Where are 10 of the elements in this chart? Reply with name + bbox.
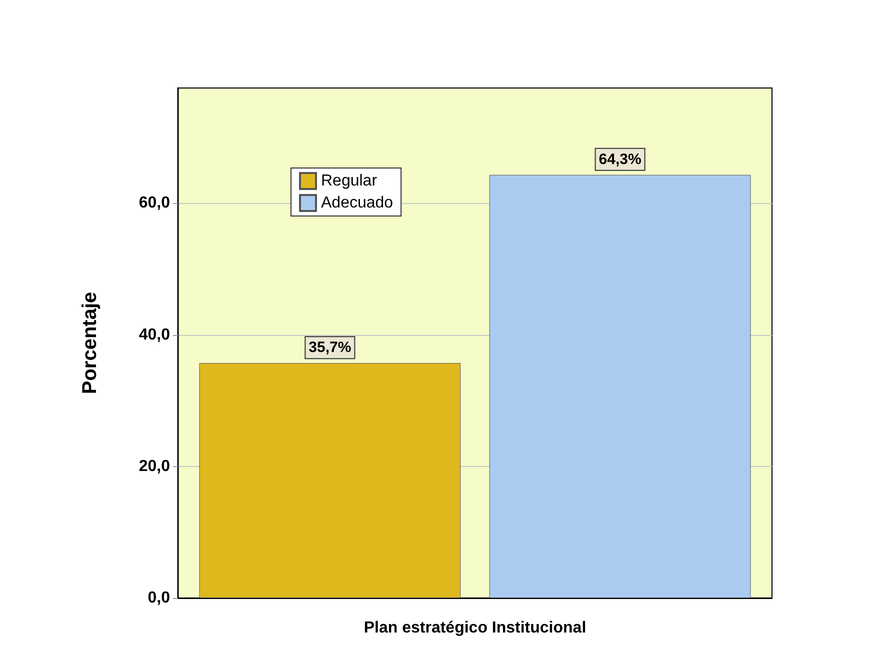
y-tick-label: 60,0 <box>138 194 170 212</box>
x-axis-title: Plan estratégico Institucional <box>364 620 586 636</box>
data-label: 35,7% <box>308 339 352 356</box>
data-label: 64,3% <box>598 150 642 168</box>
y-axis-title: Porcentaje <box>79 292 101 394</box>
y-tick-label: 0,0 <box>148 590 170 606</box>
legend-label: Regular <box>321 172 378 190</box>
y-tick-label: 20,0 <box>138 458 170 475</box>
legend-label: Adecuado <box>321 194 394 212</box>
y-tick-label: 40,0 <box>138 326 170 344</box>
